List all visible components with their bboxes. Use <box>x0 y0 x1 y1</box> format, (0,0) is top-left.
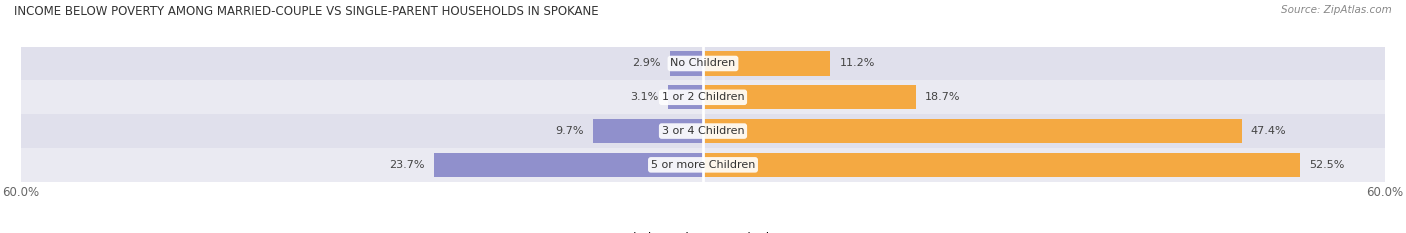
Text: INCOME BELOW POVERTY AMONG MARRIED-COUPLE VS SINGLE-PARENT HOUSEHOLDS IN SPOKANE: INCOME BELOW POVERTY AMONG MARRIED-COUPL… <box>14 5 599 18</box>
Legend: Married Couples, Single Parents: Married Couples, Single Parents <box>578 228 828 233</box>
Bar <box>671 51 703 76</box>
Text: 18.7%: 18.7% <box>925 92 960 102</box>
Text: Source: ZipAtlas.com: Source: ZipAtlas.com <box>1281 5 1392 15</box>
Bar <box>433 153 703 177</box>
Bar <box>21 80 1385 114</box>
Text: 23.7%: 23.7% <box>389 160 425 170</box>
Bar <box>21 114 1385 148</box>
Bar <box>703 153 1299 177</box>
Text: 11.2%: 11.2% <box>839 58 875 69</box>
Bar <box>703 51 831 76</box>
Bar <box>21 148 1385 182</box>
Bar <box>593 119 703 143</box>
Text: No Children: No Children <box>671 58 735 69</box>
Bar <box>668 85 703 110</box>
Text: 2.9%: 2.9% <box>633 58 661 69</box>
Bar <box>703 85 915 110</box>
Bar <box>703 119 1241 143</box>
Text: 52.5%: 52.5% <box>1309 160 1344 170</box>
Text: 47.4%: 47.4% <box>1251 126 1286 136</box>
Bar <box>21 47 1385 80</box>
Text: 3 or 4 Children: 3 or 4 Children <box>662 126 744 136</box>
Text: 5 or more Children: 5 or more Children <box>651 160 755 170</box>
Text: 3.1%: 3.1% <box>630 92 658 102</box>
Text: 1 or 2 Children: 1 or 2 Children <box>662 92 744 102</box>
Text: 9.7%: 9.7% <box>555 126 583 136</box>
